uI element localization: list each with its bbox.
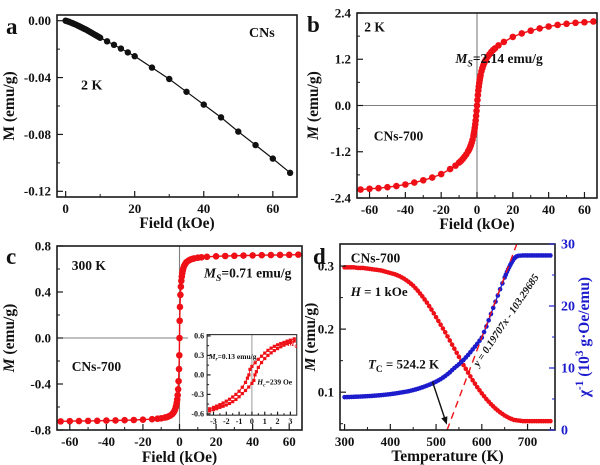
svg-text:H = 1 kOe: H = 1 kOe xyxy=(350,284,408,299)
svg-text:0.0: 0.0 xyxy=(194,371,204,380)
svg-text:20: 20 xyxy=(506,202,519,217)
svg-text:-0.12: -0.12 xyxy=(24,184,51,199)
svg-text:0.6: 0.6 xyxy=(194,332,204,341)
svg-text:χ-1 (103 g·Oe/emu): χ-1 (103 g·Oe/emu) xyxy=(574,277,593,398)
svg-text:CNs-700: CNs-700 xyxy=(374,129,424,144)
svg-text:-0.6: -0.6 xyxy=(191,410,204,419)
svg-text:0: 0 xyxy=(62,201,69,216)
svg-text:-40: -40 xyxy=(397,202,414,217)
svg-text:600: 600 xyxy=(472,434,492,449)
svg-text:0: 0 xyxy=(561,423,568,438)
svg-text:a: a xyxy=(6,14,18,39)
svg-text:2 K: 2 K xyxy=(364,20,385,35)
svg-text:0.1: 0.1 xyxy=(318,385,334,400)
svg-text:-0.8: -0.8 xyxy=(30,422,51,437)
svg-text:0.0: 0.0 xyxy=(335,98,351,113)
svg-text:c: c xyxy=(6,244,16,269)
svg-text:300: 300 xyxy=(335,434,355,449)
svg-text:3: 3 xyxy=(288,417,292,426)
svg-text:-0.4: -0.4 xyxy=(30,376,51,391)
svg-text:Hc=239 Oe: Hc=239 Oe xyxy=(256,378,292,389)
svg-text:20: 20 xyxy=(128,201,141,216)
svg-text:-0.08: -0.08 xyxy=(24,127,52,142)
svg-text:0.3: 0.3 xyxy=(194,351,204,360)
svg-text:M (emu/g): M (emu/g) xyxy=(1,304,18,373)
svg-text:-20: -20 xyxy=(134,434,151,449)
svg-text:-2.4: -2.4 xyxy=(330,190,351,205)
svg-text:10: 10 xyxy=(561,361,575,376)
svg-text:1.2: 1.2 xyxy=(335,52,351,67)
svg-text:TC = 524.2 K: TC = 524.2 K xyxy=(368,357,440,375)
panel-d-chart: 300 400 500 600 700 0.1 0.2 0.3 0 10 20 30 Temperatu… xyxy=(305,237,593,465)
svg-text:700: 700 xyxy=(518,434,538,449)
svg-text:MS=0.71 emu/g: MS=0.71 emu/g xyxy=(203,265,292,284)
svg-text:b: b xyxy=(307,12,320,37)
svg-text:60: 60 xyxy=(266,201,279,216)
svg-text:400: 400 xyxy=(381,434,401,449)
svg-text:0.8: 0.8 xyxy=(35,238,52,253)
svg-text:-20: -20 xyxy=(433,202,450,217)
svg-text:d: d xyxy=(313,244,326,269)
panel-b-chart: -60 -40 -20 0 20 40 60 2.4 1.2 0.0 -1.2 -2.4 Field (… xyxy=(305,5,598,232)
svg-text:-3: -3 xyxy=(210,417,217,426)
svg-text:-0.3: -0.3 xyxy=(191,390,204,399)
svg-text:0.4: 0.4 xyxy=(35,284,52,299)
svg-text:CNs: CNs xyxy=(249,26,275,41)
svg-text:Field (kOe): Field (kOe) xyxy=(142,449,217,465)
svg-text:0.3: 0.3 xyxy=(318,258,335,273)
svg-text:0.00: 0.00 xyxy=(28,13,51,28)
svg-text:40: 40 xyxy=(246,434,259,449)
svg-text:CNs-700: CNs-700 xyxy=(72,359,122,374)
panel-a-chart: 0 20 40 60 0.00 -0.04 -0.08 -0.12 Field (kOe) M (… xyxy=(1,13,298,232)
svg-text:Field (kOe): Field (kOe) xyxy=(439,216,514,232)
svg-text:-1: -1 xyxy=(236,417,243,426)
svg-text:60: 60 xyxy=(578,202,591,217)
svg-text:M (emu/g): M (emu/g) xyxy=(305,303,319,372)
svg-text:Field (kOe): Field (kOe) xyxy=(139,215,214,232)
panel-c-chart: -3 -2 -1 0 1 2 30.60.30.0-0.3-0.6Mr=0.13 emu/g… xyxy=(1,238,303,465)
svg-text:20: 20 xyxy=(561,299,575,314)
svg-text:20: 20 xyxy=(210,434,223,449)
svg-text:30: 30 xyxy=(561,237,575,252)
svg-text:-0.04: -0.04 xyxy=(24,70,52,85)
svg-text:Temperature (K): Temperature (K) xyxy=(391,448,503,465)
svg-text:2.4: 2.4 xyxy=(335,5,352,20)
svg-text:500: 500 xyxy=(426,434,446,449)
svg-text:40: 40 xyxy=(197,201,210,216)
svg-text:2 K: 2 K xyxy=(81,79,103,94)
svg-text:1: 1 xyxy=(263,417,267,426)
svg-text:-2: -2 xyxy=(223,417,230,426)
svg-text:M (emu/g): M (emu/g) xyxy=(305,71,322,140)
svg-text:CNs-700: CNs-700 xyxy=(351,251,401,266)
svg-text:40: 40 xyxy=(542,202,555,217)
svg-text:M (emu/g): M (emu/g) xyxy=(1,71,18,140)
svg-text:0: 0 xyxy=(474,202,481,217)
svg-text:MS=2.14 emu/g: MS=2.14 emu/g xyxy=(454,51,543,70)
svg-text:0.0: 0.0 xyxy=(35,330,51,345)
svg-text:60: 60 xyxy=(283,434,296,449)
svg-text:M0: M0 xyxy=(287,339,298,350)
svg-text:300 K: 300 K xyxy=(72,258,107,273)
svg-text:Mr=0.13 emu/g: Mr=0.13 emu/g xyxy=(208,352,257,363)
svg-text:0: 0 xyxy=(176,434,183,449)
svg-text:-40: -40 xyxy=(98,434,115,449)
svg-text:y = 0.19707x - 103.29685: y = 0.19707x - 103.29685 xyxy=(471,273,542,371)
svg-text:-60: -60 xyxy=(61,434,78,449)
svg-text:-1.2: -1.2 xyxy=(330,144,351,159)
svg-text:-60: -60 xyxy=(361,202,378,217)
svg-text:2: 2 xyxy=(276,417,280,426)
svg-text:0.2: 0.2 xyxy=(318,322,334,337)
svg-text:0: 0 xyxy=(250,417,254,426)
